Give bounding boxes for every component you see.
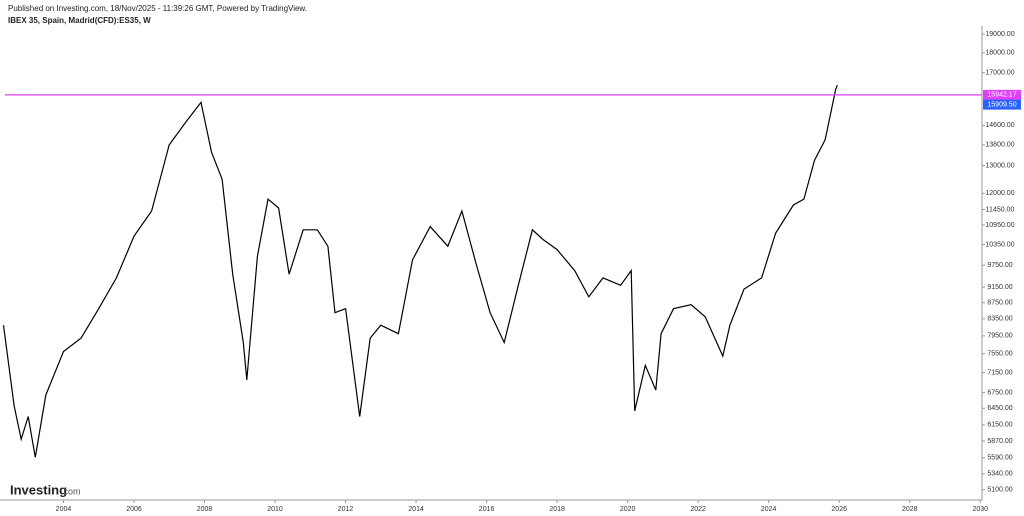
y-tick-label: 18000.00 (985, 50, 1014, 57)
watermark-suffix: .com (61, 486, 81, 496)
chart-title: IBEX 35, Spain, Madrid(CFD):ES35, W (8, 16, 151, 25)
x-tick-label: 2008 (197, 506, 213, 513)
x-tick-label: 2010 (267, 506, 283, 513)
y-tick-label: 6450.00 (987, 405, 1012, 412)
y-tick-label: 6750.00 (987, 389, 1012, 396)
x-tick-label: 2024 (761, 506, 777, 513)
y-tick-label: 19000.00 (985, 31, 1014, 38)
x-tick-label: 2026 (831, 506, 847, 513)
hline-label: 15942.17 (987, 92, 1016, 99)
y-tick-label: 5870.00 (987, 438, 1012, 445)
x-tick-label: 2006 (126, 506, 142, 513)
x-tick-label: 2028 (902, 506, 918, 513)
y-tick-label: 9750.00 (987, 262, 1012, 269)
y-tick-label: 7150.00 (987, 369, 1012, 376)
x-tick-label: 2012 (338, 506, 354, 513)
y-tick-label: 12000.00 (985, 190, 1014, 197)
y-tick-label: 14600.00 (985, 122, 1014, 129)
y-tick-label: 17000.00 (985, 69, 1014, 76)
y-tick-label: 5340.00 (987, 471, 1012, 478)
hline-label-box (983, 89, 1021, 100)
x-tick-label: 2020 (620, 506, 636, 513)
x-tick-label: 2004 (56, 506, 72, 513)
y-tick-label: 5100.00 (987, 487, 1012, 494)
last-price-box (983, 99, 1021, 110)
last-price-label: 15909.50 (987, 101, 1016, 108)
x-tick-label: 2014 (408, 506, 424, 513)
x-tick-label: 2022 (690, 506, 706, 513)
y-tick-label: 11450.00 (986, 206, 1015, 213)
x-tick-label: 2016 (479, 506, 495, 513)
y-tick-label: 8350.00 (987, 316, 1012, 323)
x-tick-label: 2030 (972, 506, 988, 513)
x-tick-label: 2018 (549, 506, 565, 513)
y-tick-label: 5590.00 (987, 455, 1012, 462)
y-tick-label: 13000.00 (985, 162, 1014, 169)
y-tick-label: 9150.00 (987, 284, 1012, 291)
y-tick-label: 10350.00 (985, 241, 1014, 248)
y-tick-label: 7950.00 (987, 333, 1012, 340)
y-tick-label: 10950.00 (985, 222, 1014, 229)
y-tick-label: 8750.00 (987, 300, 1012, 307)
price-line (2, 84, 838, 458)
y-tick-label: 13800.00 (985, 142, 1014, 149)
watermark: Investing (10, 482, 67, 497)
chart-subtitle: Published on Investing.com, 18/Nov/2025 … (8, 4, 307, 13)
y-tick-label: 6150.00 (987, 422, 1012, 429)
y-tick-label: 7550.00 (987, 351, 1012, 358)
